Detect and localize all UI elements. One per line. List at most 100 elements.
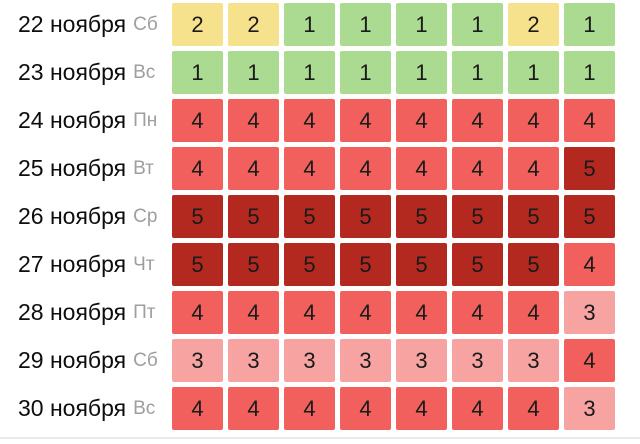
score-cell: 1 (340, 3, 391, 46)
score-cell: 4 (564, 243, 615, 286)
score-cell: 4 (172, 387, 223, 430)
table-row: 29 ноября Сб 3 3 3 3 3 3 3 4 (0, 339, 640, 382)
table-row: 27 ноября Чт 5 5 5 5 5 5 5 4 (0, 243, 640, 286)
day-label: Чт (133, 253, 155, 275)
score-cell: 5 (340, 195, 391, 238)
score-cell: 4 (228, 147, 279, 190)
score-cell: 1 (396, 3, 447, 46)
score-cell: 4 (284, 99, 335, 142)
score-cell: 5 (340, 243, 391, 286)
score-cell: 2 (508, 3, 559, 46)
score-cell: 5 (452, 195, 503, 238)
row-label: 24 ноября Пн (0, 99, 167, 142)
score-cell: 4 (284, 147, 335, 190)
score-cell: 2 (172, 3, 223, 46)
score-cell: 3 (228, 339, 279, 382)
date-label: 25 ноября (18, 155, 127, 181)
bottom-divider (0, 437, 640, 439)
score-cell: 5 (396, 195, 447, 238)
table-row: 25 ноября Вт 4 4 4 4 4 4 4 5 (0, 147, 640, 190)
table-row: 22 ноября Сб 2 2 1 1 1 1 2 1 (0, 3, 640, 46)
score-cell: 1 (284, 51, 335, 94)
score-cell: 5 (284, 243, 335, 286)
score-cell: 4 (452, 387, 503, 430)
score-cell: 4 (396, 387, 447, 430)
row-label: 26 ноября Ср (0, 195, 167, 238)
score-cell: 3 (340, 339, 391, 382)
table-row: 28 ноября Пт 4 4 4 4 4 4 4 3 (0, 291, 640, 334)
row-label: 30 ноября Вс (0, 387, 167, 430)
score-cell: 4 (284, 291, 335, 334)
score-cell: 1 (172, 51, 223, 94)
table-row: 26 ноября Ср 5 5 5 5 5 5 5 5 (0, 195, 640, 238)
score-cell: 3 (452, 339, 503, 382)
score-cell: 1 (564, 51, 615, 94)
score-cell: 4 (396, 147, 447, 190)
score-cell: 3 (284, 339, 335, 382)
score-cell: 5 (452, 243, 503, 286)
score-cell: 4 (396, 291, 447, 334)
score-cell: 5 (228, 195, 279, 238)
score-cell: 4 (508, 99, 559, 142)
score-cell: 1 (452, 3, 503, 46)
score-cell: 4 (284, 387, 335, 430)
score-cell: 4 (396, 99, 447, 142)
score-cell: 3 (508, 339, 559, 382)
day-label: Вс (133, 397, 156, 419)
score-cell: 3 (396, 339, 447, 382)
day-label: Вт (133, 157, 154, 179)
score-cell: 4 (452, 291, 503, 334)
score-cell: 4 (508, 147, 559, 190)
table-row: 30 ноября Вс 4 4 4 4 4 4 4 3 (0, 387, 640, 430)
day-label: Ср (133, 205, 158, 227)
row-label: 23 ноября Вс (0, 51, 167, 94)
row-label: 29 ноября Сб (0, 339, 167, 382)
score-cell: 4 (452, 99, 503, 142)
date-label: 24 ноября (18, 107, 127, 133)
table-row: 23 ноября Вс 1 1 1 1 1 1 1 1 (0, 51, 640, 94)
score-cell: 5 (564, 147, 615, 190)
score-cell: 4 (228, 387, 279, 430)
score-cell: 1 (340, 51, 391, 94)
day-label: Сб (133, 13, 158, 35)
score-cell: 5 (228, 243, 279, 286)
day-label: Вс (133, 61, 156, 83)
day-label: Пн (133, 109, 158, 131)
date-label: 22 ноября (18, 11, 127, 37)
score-cell: 4 (172, 291, 223, 334)
score-cell: 4 (564, 339, 615, 382)
table-row: 24 ноября Пн 4 4 4 4 4 4 4 4 (0, 99, 640, 142)
score-cell: 5 (508, 243, 559, 286)
score-cell: 1 (396, 51, 447, 94)
score-cell: 4 (228, 99, 279, 142)
score-cell: 4 (340, 99, 391, 142)
row-label: 22 ноября Сб (0, 3, 167, 46)
score-cell: 1 (284, 3, 335, 46)
score-cell: 1 (564, 3, 615, 46)
score-cell: 4 (172, 99, 223, 142)
date-label: 30 ноября (18, 395, 127, 421)
row-label: 28 ноября Пт (0, 291, 167, 334)
date-label: 28 ноября (18, 299, 127, 325)
score-cell: 5 (396, 243, 447, 286)
traffic-forecast-heatmap: 22 ноября Сб 2 2 1 1 1 1 2 1 23 ноября В… (0, 3, 640, 430)
row-label: 27 ноября Чт (0, 243, 167, 286)
score-cell: 4 (340, 147, 391, 190)
date-label: 29 ноября (18, 347, 127, 373)
score-cell: 5 (172, 195, 223, 238)
date-label: 27 ноября (18, 251, 127, 277)
score-cell: 5 (564, 195, 615, 238)
score-cell: 3 (564, 291, 615, 334)
score-cell: 4 (340, 291, 391, 334)
score-cell: 4 (564, 99, 615, 142)
score-cell: 1 (452, 51, 503, 94)
day-label: Пт (133, 301, 156, 323)
score-cell: 5 (284, 195, 335, 238)
score-cell: 4 (228, 291, 279, 334)
score-cell: 4 (508, 387, 559, 430)
score-cell: 1 (508, 51, 559, 94)
score-cell: 5 (508, 195, 559, 238)
score-cell: 2 (228, 3, 279, 46)
row-label: 25 ноября Вт (0, 147, 167, 190)
score-cell: 4 (172, 147, 223, 190)
